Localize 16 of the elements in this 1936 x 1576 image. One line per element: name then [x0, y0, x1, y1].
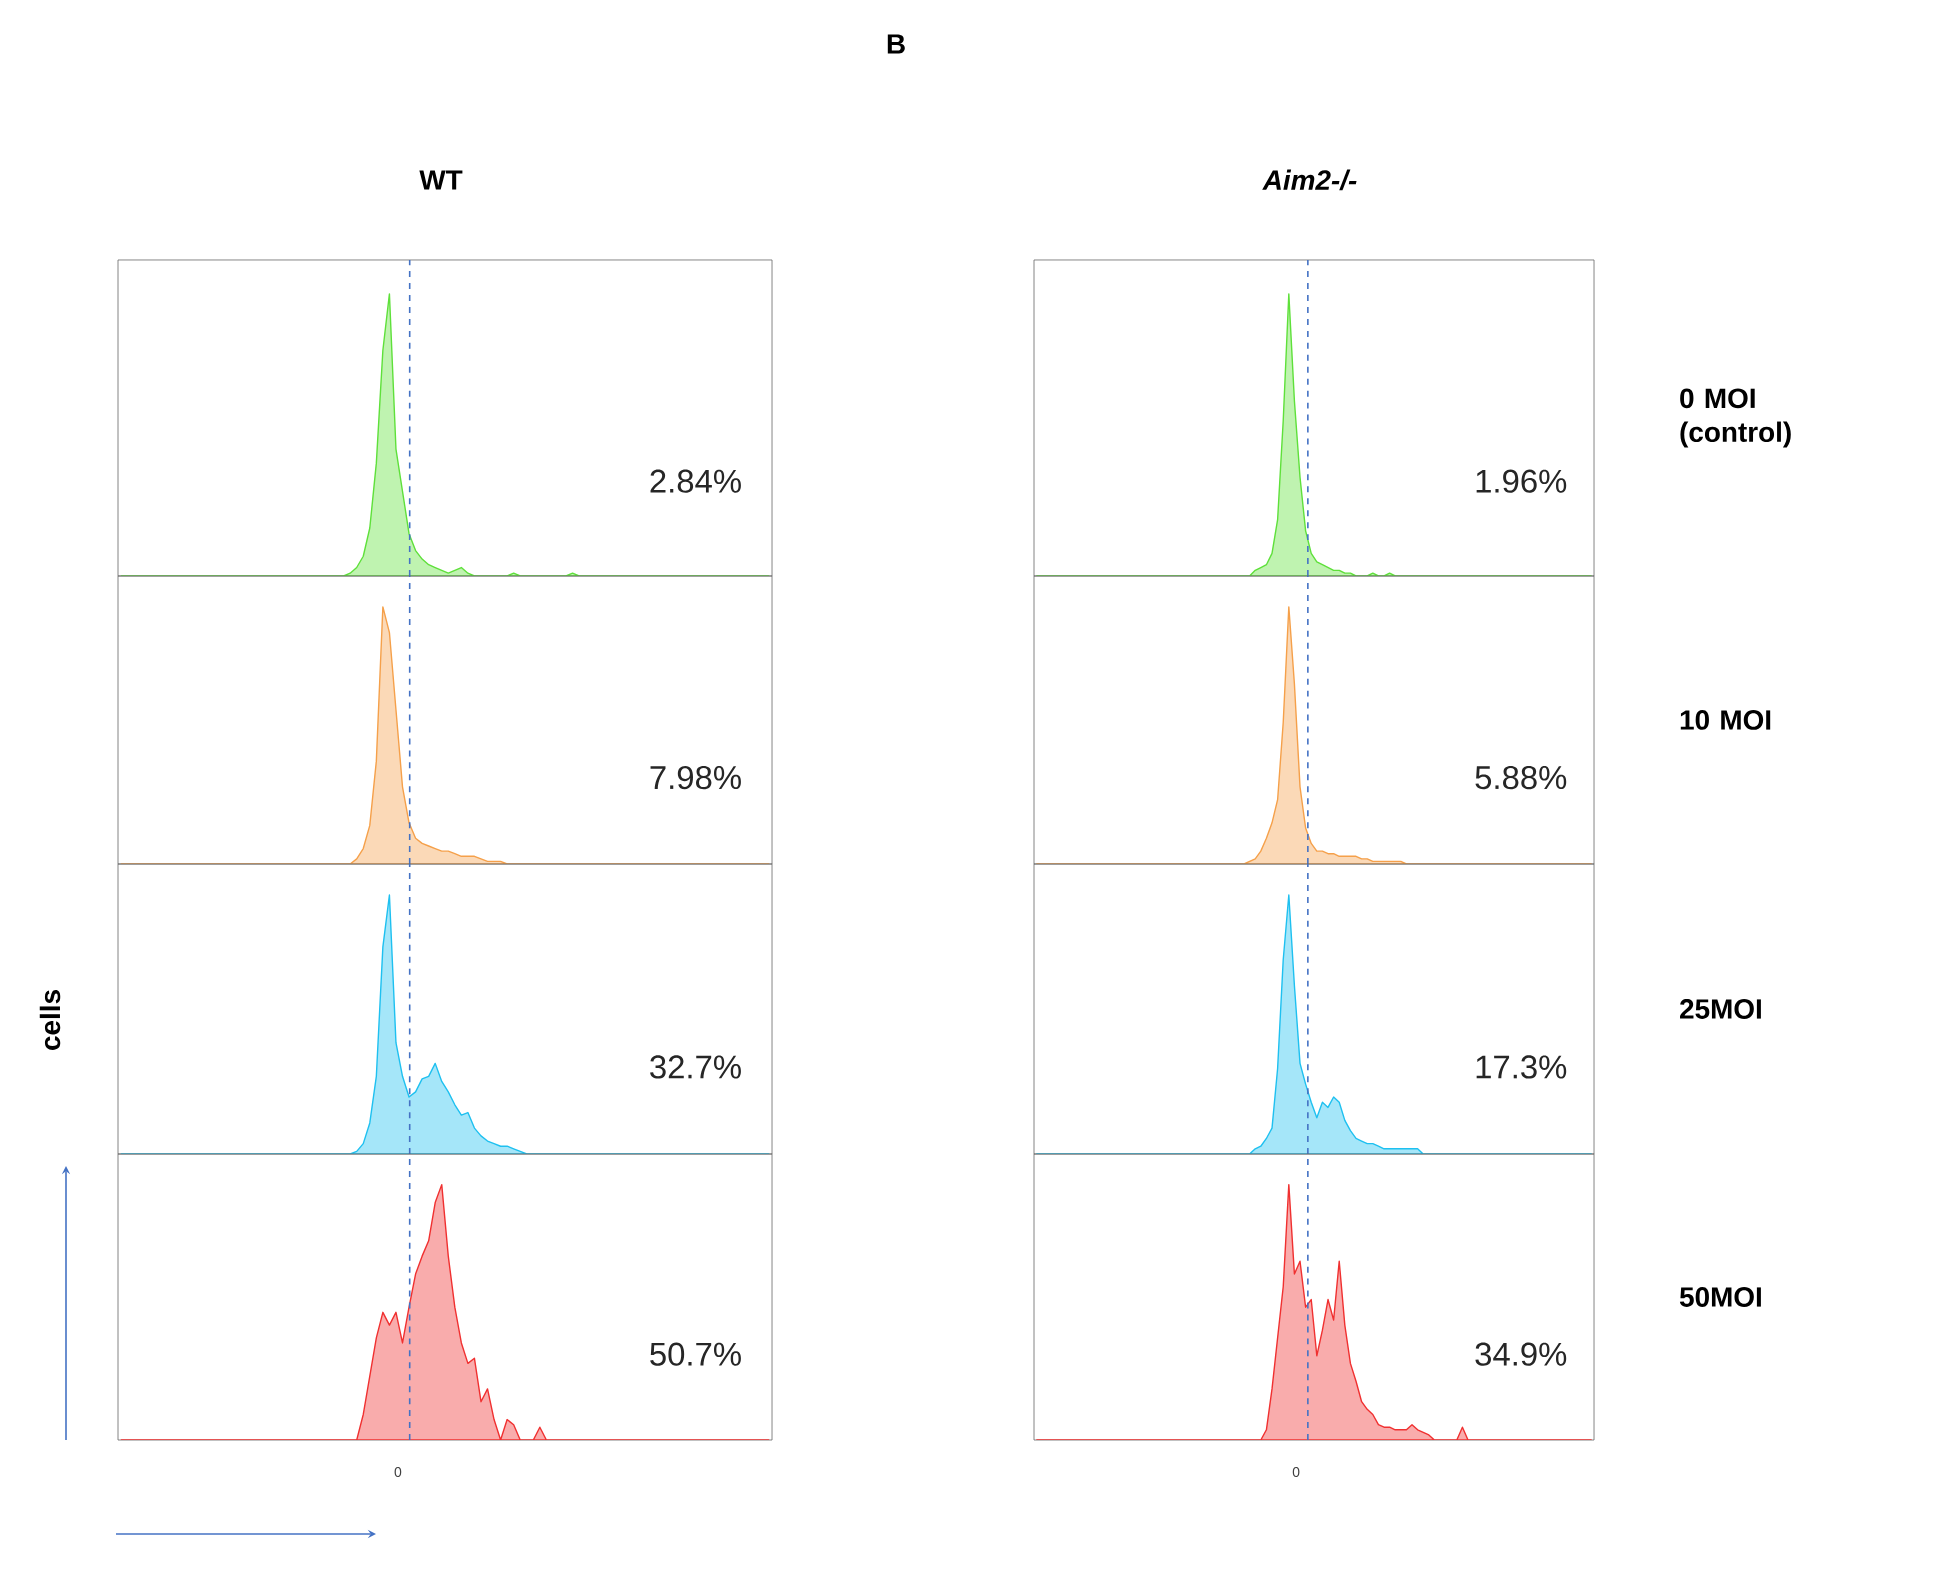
text: 25MOI — [1680, 999, 1761, 1019]
text: 50MOI — [1679, 1287, 1761, 1307]
annotation: 2.84% — [650, 469, 741, 493]
y-axis-title: cells — [39, 990, 61, 1050]
annotation: 5.88% — [1475, 765, 1567, 790]
annotation: 32.7% — [650, 1055, 741, 1079]
annotation: 17.3% — [1476, 1055, 1567, 1079]
annotation: 7.98% — [650, 765, 741, 790]
text: 0 MOI (control) — [1680, 388, 1791, 448]
text: B — [887, 34, 905, 54]
chart-subtitle: Aim2-/- — [1262, 169, 1357, 191]
annotation: 50.7% — [650, 1342, 741, 1366]
annotation: 1.96% — [1476, 469, 1567, 493]
chart-subtitle: WT — [419, 170, 463, 190]
annotation: 34.9% — [1475, 1342, 1567, 1366]
text: 10 MOI — [1680, 710, 1771, 730]
